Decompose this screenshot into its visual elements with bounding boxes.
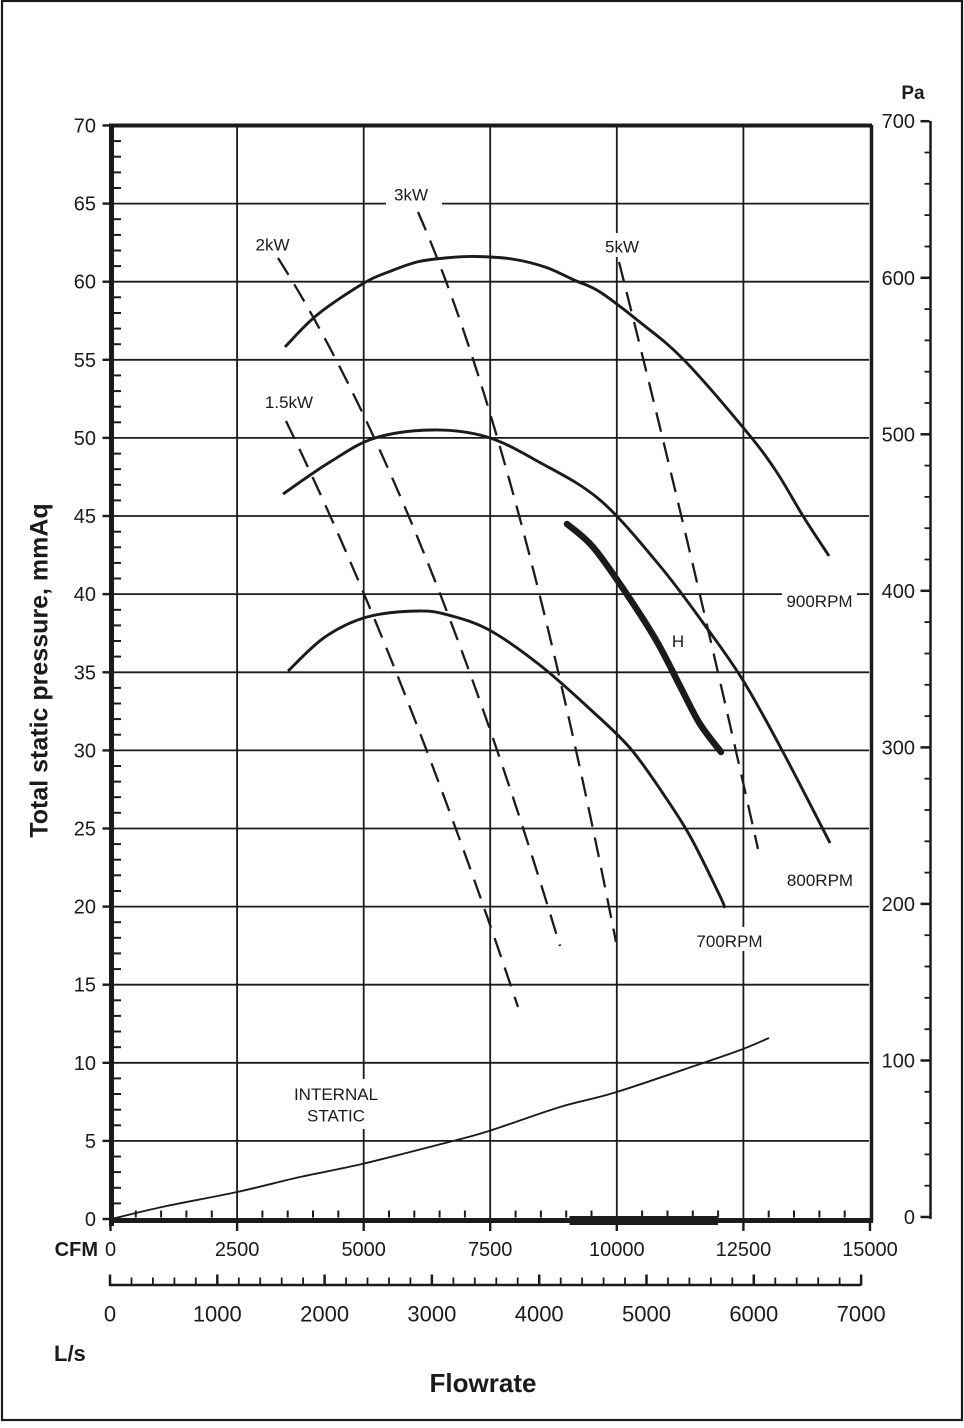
- svg-text:60: 60: [74, 272, 96, 294]
- svg-text:100: 100: [882, 1051, 915, 1073]
- svg-text:5: 5: [85, 1131, 96, 1153]
- svg-text:25: 25: [74, 819, 96, 841]
- svg-text:3000: 3000: [407, 1302, 456, 1327]
- svg-text:700RPM: 700RPM: [696, 932, 762, 951]
- svg-text:H: H: [672, 632, 684, 651]
- svg-text:Total static pressure, mmAq: Total static pressure, mmAq: [26, 503, 54, 837]
- svg-text:35: 35: [74, 662, 96, 684]
- svg-text:400: 400: [882, 581, 915, 603]
- svg-text:50: 50: [74, 428, 96, 450]
- svg-text:1000: 1000: [193, 1302, 242, 1327]
- svg-text:15: 15: [74, 975, 96, 997]
- svg-text:900RPM: 900RPM: [786, 592, 852, 611]
- svg-text:7000: 7000: [837, 1302, 886, 1327]
- svg-text:INTERNAL: INTERNAL: [294, 1085, 378, 1104]
- svg-text:2500: 2500: [215, 1239, 260, 1261]
- svg-text:0: 0: [904, 1207, 915, 1229]
- svg-text:0: 0: [105, 1239, 116, 1261]
- svg-text:1.5kW: 1.5kW: [265, 393, 313, 412]
- svg-text:10: 10: [74, 1053, 96, 1075]
- svg-text:5kW: 5kW: [605, 238, 639, 257]
- svg-text:2kW: 2kW: [256, 236, 290, 255]
- svg-text:70: 70: [74, 116, 96, 138]
- svg-text:5000: 5000: [622, 1302, 671, 1327]
- svg-text:40: 40: [74, 584, 96, 606]
- svg-text:CFM: CFM: [55, 1239, 98, 1261]
- svg-text:L/s: L/s: [54, 1341, 86, 1366]
- svg-text:300: 300: [882, 737, 915, 759]
- svg-text:Flowrate: Flowrate: [430, 1368, 537, 1398]
- svg-text:6000: 6000: [729, 1302, 778, 1327]
- svg-text:4000: 4000: [515, 1302, 564, 1327]
- svg-text:0: 0: [104, 1302, 116, 1327]
- svg-text:700: 700: [882, 111, 915, 133]
- svg-text:600: 600: [882, 268, 915, 290]
- svg-text:65: 65: [74, 194, 96, 216]
- svg-text:12500: 12500: [716, 1239, 772, 1261]
- svg-text:3kW: 3kW: [394, 186, 428, 205]
- svg-text:20: 20: [74, 897, 96, 919]
- svg-text:10000: 10000: [589, 1239, 645, 1261]
- svg-text:15000: 15000: [842, 1239, 898, 1261]
- svg-text:45: 45: [74, 506, 96, 528]
- svg-text:30: 30: [74, 740, 96, 762]
- svg-text:0: 0: [85, 1209, 96, 1231]
- svg-text:55: 55: [74, 350, 96, 372]
- svg-text:5000: 5000: [341, 1239, 386, 1261]
- svg-text:2000: 2000: [300, 1302, 349, 1327]
- svg-text:800RPM: 800RPM: [787, 871, 853, 890]
- svg-text:7500: 7500: [468, 1239, 513, 1261]
- svg-text:500: 500: [882, 424, 915, 446]
- svg-text:200: 200: [882, 894, 915, 916]
- svg-text:STATIC: STATIC: [307, 1107, 365, 1126]
- svg-text:Pa: Pa: [901, 83, 925, 104]
